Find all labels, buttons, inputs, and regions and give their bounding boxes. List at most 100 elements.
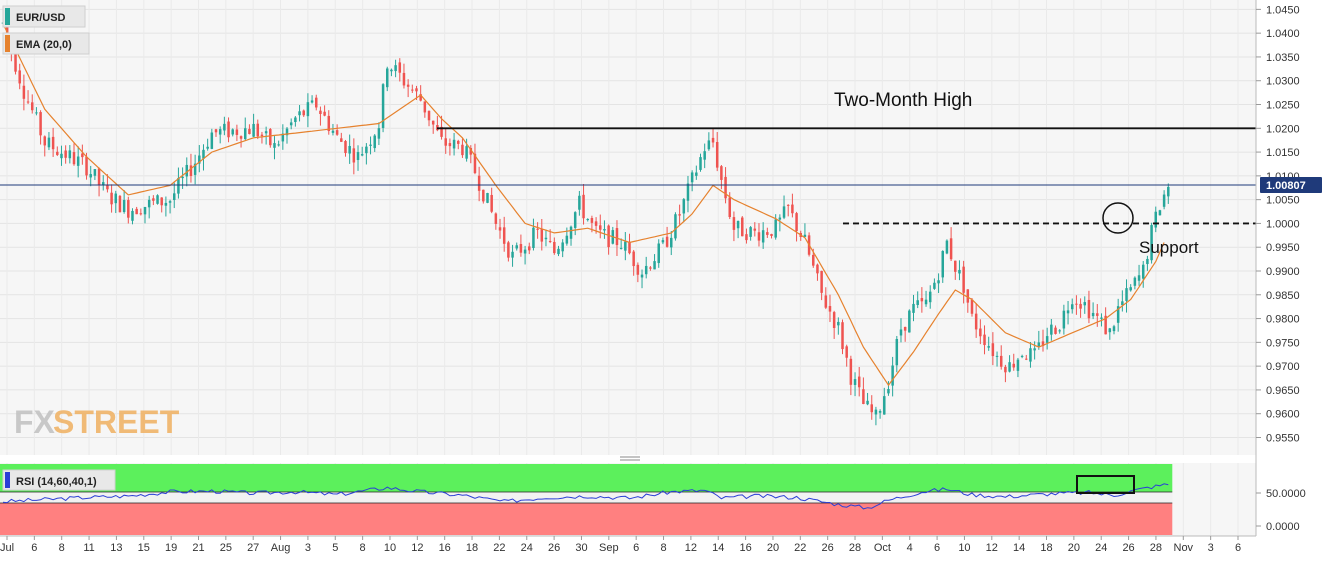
candle-body <box>56 151 59 155</box>
candle-body <box>394 65 397 72</box>
candle-body <box>160 197 163 206</box>
candle-body <box>1008 362 1011 372</box>
candle-body <box>920 298 924 302</box>
candle-body <box>699 157 702 170</box>
candle-body <box>461 144 464 156</box>
price-tick-label: 0.9750 <box>1266 337 1300 349</box>
candle-body <box>933 282 936 289</box>
candle-body <box>695 172 698 176</box>
candle-body <box>369 144 372 146</box>
candle-body <box>703 151 706 160</box>
candle-body <box>386 68 389 88</box>
candle-body <box>1096 313 1099 316</box>
candle-body <box>966 289 970 303</box>
candle-body <box>812 254 815 266</box>
rsi-legend[interactable]: RSI (14,60,40,1) <box>2 469 116 491</box>
ema-legend[interactable]: EMA (20,0) <box>2 32 90 55</box>
candle-body <box>720 166 723 180</box>
watermark-fx: FX <box>14 404 56 440</box>
time-tick-label: 26 <box>1122 542 1134 554</box>
candle-body <box>1112 326 1116 332</box>
candle-body <box>753 228 757 231</box>
candle-body <box>640 274 644 278</box>
time-tick-label: 8 <box>59 542 65 554</box>
candle-body <box>502 227 506 244</box>
candle-body <box>590 218 594 223</box>
candles <box>1 21 1170 426</box>
candle-body <box>185 164 189 177</box>
candle-body <box>1104 315 1107 335</box>
time-axis-ticks: Jul 6 8 11 13 15 19 21 25 27 Aug 3 5 8 10 12 16 18 22 24 26 3… <box>0 536 1241 554</box>
candle-body <box>511 251 514 258</box>
candle-body <box>849 358 853 385</box>
candle-body <box>390 69 393 72</box>
candle-body <box>477 175 481 191</box>
candle-body <box>5 22 9 37</box>
rsi-highlight-box <box>1076 475 1135 494</box>
candle-body <box>619 247 623 249</box>
candle-body <box>43 136 47 146</box>
candle-body <box>573 212 577 228</box>
candle-body <box>1041 341 1045 347</box>
candle-body <box>1012 363 1016 368</box>
rsi-line <box>2 483 1169 510</box>
candle-body <box>578 195 581 210</box>
time-tick-label: 28 <box>1150 542 1162 554</box>
candle-body <box>340 138 343 142</box>
panel-resize-handle[interactable] <box>620 456 640 461</box>
candle-body <box>841 322 844 350</box>
candle-body <box>995 355 999 357</box>
candle-body <box>30 102 34 111</box>
candle-body <box>1100 317 1103 319</box>
candle-body <box>289 122 293 126</box>
candle-body <box>824 295 828 308</box>
candle-body <box>519 244 523 253</box>
candle-body <box>360 154 364 156</box>
candle-body <box>135 208 138 215</box>
candle-body <box>298 111 301 116</box>
candle-body <box>745 234 748 241</box>
candle-body <box>991 343 995 357</box>
price-tick-label: 0.9850 <box>1266 290 1300 302</box>
symbol-legend[interactable]: EUR/USD <box>2 5 86 28</box>
candle-body <box>599 225 602 230</box>
candle-body <box>945 240 949 254</box>
time-tick-label: 8 <box>360 542 366 554</box>
time-tick-label: 18 <box>466 542 478 554</box>
candle-body <box>728 197 731 218</box>
price-tick-label: 0.9950 <box>1266 242 1300 254</box>
candle-body <box>962 266 965 293</box>
candle-body <box>269 129 272 146</box>
candle-body <box>1125 288 1128 301</box>
candle-body <box>1146 258 1149 265</box>
candle-body <box>736 220 740 229</box>
candle-body <box>1020 355 1024 357</box>
candle-body <box>999 355 1003 367</box>
candle-body <box>498 227 502 231</box>
candle-body <box>757 232 761 241</box>
candle-body <box>152 198 155 201</box>
candle-body <box>778 217 782 220</box>
candle-body <box>423 101 427 113</box>
candle-body <box>1058 330 1061 332</box>
candle-body <box>348 145 351 154</box>
candle-body <box>18 70 21 84</box>
candle-body <box>565 235 569 244</box>
candle-body <box>866 400 869 405</box>
candle-body <box>741 217 744 237</box>
candle-body <box>89 174 92 178</box>
candle-body <box>857 376 861 388</box>
candle-body <box>356 152 360 161</box>
candle-body <box>786 204 790 206</box>
candle-body <box>1116 306 1120 323</box>
candle-body <box>665 236 669 247</box>
candle-body <box>1141 264 1145 279</box>
price-tick-label: 1.0200 <box>1266 123 1300 135</box>
candle-body <box>177 178 180 194</box>
candle-body <box>878 411 882 413</box>
candle-body <box>724 176 727 199</box>
candle-body <box>1087 299 1091 319</box>
candle-body <box>411 89 414 91</box>
time-tick-label: 24 <box>1095 542 1107 554</box>
candle-body <box>101 182 105 185</box>
